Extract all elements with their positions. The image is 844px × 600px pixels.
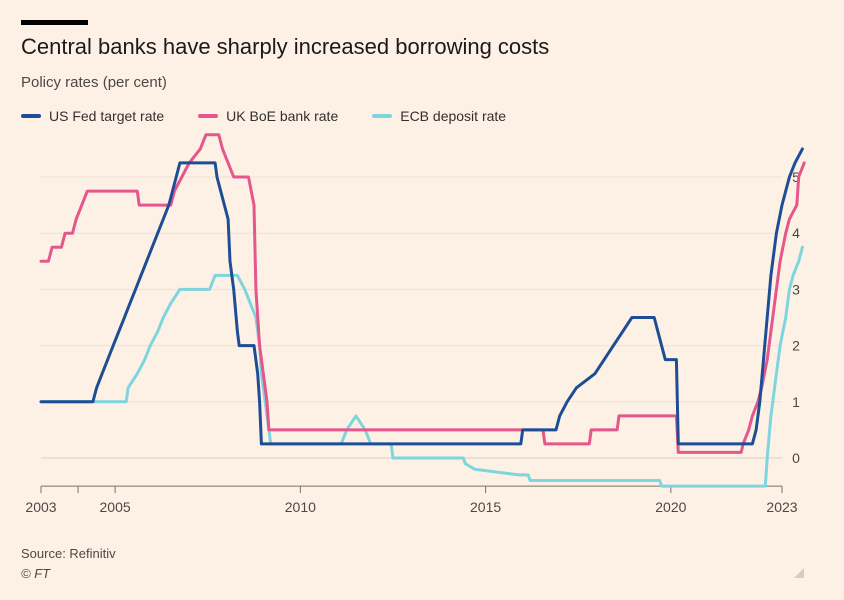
resize-handle-icon bbox=[794, 568, 804, 578]
legend-label-uk-boe: UK BoE bank rate bbox=[226, 108, 339, 124]
legend-item-ecb: ECB deposit rate bbox=[372, 108, 506, 124]
legend-swatch-uk-boe bbox=[198, 114, 219, 118]
y-tick-label-4: 4 bbox=[792, 225, 800, 241]
x-tick-label-2005: 2005 bbox=[100, 499, 131, 515]
x-tick-label-2003: 2003 bbox=[25, 499, 56, 515]
x-tick-label-2020: 2020 bbox=[655, 499, 686, 515]
source-note: Source: Refinitiv bbox=[21, 546, 116, 561]
y-tick-label-0: 0 bbox=[792, 450, 800, 466]
x-tick-label-2015: 2015 bbox=[470, 499, 501, 515]
brand-rule bbox=[21, 20, 88, 25]
y-tick-label-3: 3 bbox=[792, 281, 800, 297]
legend-item-uk-boe: UK BoE bank rate bbox=[198, 108, 338, 124]
ft-credit: © FT bbox=[21, 566, 51, 581]
series-line-uk-boe bbox=[39, 133, 806, 454]
legend-swatch-us-fed bbox=[21, 114, 41, 118]
chart-title: Central banks have sharply increased bor… bbox=[21, 34, 550, 59]
x-tick-label-2010: 2010 bbox=[285, 499, 316, 515]
legend-label-ecb: ECB deposit rate bbox=[400, 108, 507, 124]
y-tick-label-2: 2 bbox=[792, 338, 800, 354]
series-line-us-fed bbox=[39, 147, 804, 446]
chart-subtitle: Policy rates (per cent) bbox=[21, 74, 167, 91]
series-line-ecb bbox=[39, 245, 804, 488]
legend-item-us-fed: US Fed target rate bbox=[21, 108, 164, 124]
x-tick-label-2023: 2023 bbox=[766, 499, 797, 515]
legend-swatch-ecb bbox=[372, 114, 393, 118]
legend: US Fed target rate UK BoE bank rate ECB … bbox=[21, 108, 506, 124]
y-tick-label-5: 5 bbox=[792, 169, 800, 185]
y-tick-label-1: 1 bbox=[792, 394, 800, 410]
legend-label-us-fed: US Fed target rate bbox=[49, 108, 165, 124]
